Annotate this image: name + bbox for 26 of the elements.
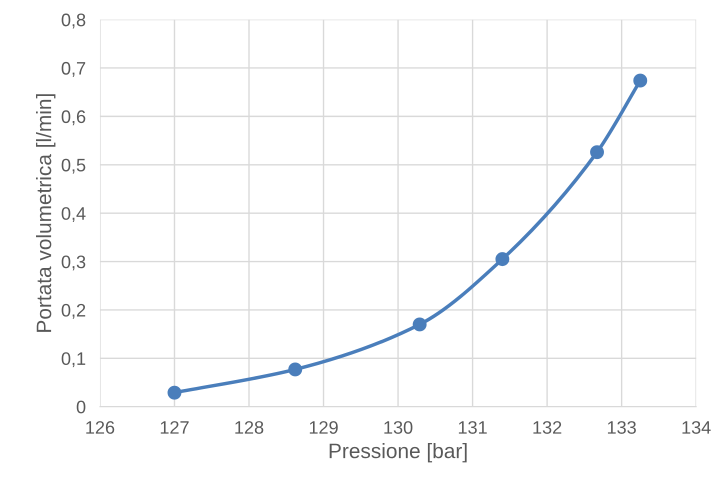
x-axis-title: Pressione [bar] [330, 442, 467, 462]
y-tick-label: 0,2 [62, 304, 86, 319]
y-tick-label: 0,8 [62, 14, 86, 28]
x-tick-label: 126 [86, 421, 114, 434]
point [590, 145, 604, 160]
x-tick-label: 127 [160, 421, 189, 434]
point [495, 252, 510, 266]
x-tick-label: 132 [533, 421, 562, 434]
y-axis-title: Portata volumetrica [l/min] [36, 94, 56, 332]
point [633, 74, 648, 88]
y-tick-label: 0,4 [62, 207, 86, 222]
y-tick-label: 0,7 [62, 62, 86, 77]
y-tick-label: 0,5 [62, 158, 86, 174]
point [168, 386, 182, 400]
y-tick-label: 0,6 [62, 110, 86, 126]
point [288, 362, 302, 376]
x-tick-label: 130 [384, 421, 412, 434]
x-tick-label: 133 [608, 421, 636, 434]
x-tick-label: 131 [458, 421, 487, 434]
x-tick-label: 128 [235, 421, 264, 434]
x-tick-label: 134 [682, 421, 711, 434]
y-tick-label: 0,1 [62, 352, 86, 368]
y-tick-label: 0,3 [62, 255, 86, 270]
y-tick-label: 0 [76, 400, 86, 414]
point [412, 317, 427, 332]
x-tick-label: 129 [310, 421, 338, 434]
